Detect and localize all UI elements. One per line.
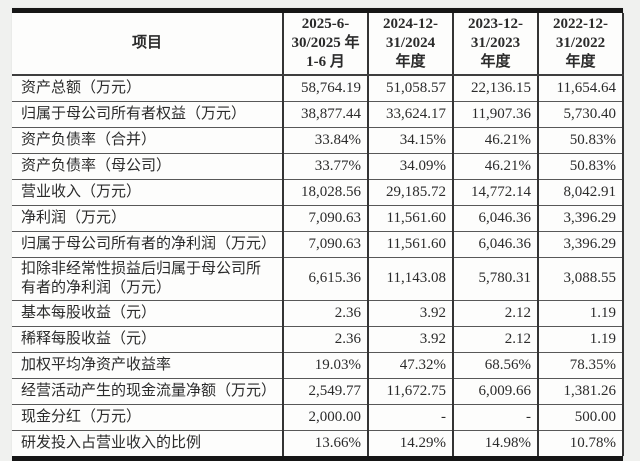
row-value: 3.92	[367, 300, 453, 327]
row-value: 78.35%	[537, 352, 624, 379]
row-value: 2.36	[282, 300, 368, 327]
row-value: 58,764.19	[282, 75, 368, 102]
row-value: -	[367, 404, 453, 431]
row-label: 营业收入（万元）	[12, 179, 283, 206]
row-value: 3,088.55	[537, 257, 624, 301]
row-value: 2.36	[282, 326, 368, 353]
table-row: 归属于母公司所有者的净利润（万元） 7,090.63 11,561.60 6,046.…	[12, 231, 624, 258]
row-label: 资产总额（万元）	[12, 75, 283, 102]
table-row: 基本每股收益（元） 2.36 3.92 2.12 1.19	[12, 300, 624, 327]
row-value: 14.98%	[452, 430, 538, 456]
row-value: 1.19	[537, 326, 624, 353]
row-value: 3,396.29	[537, 231, 624, 258]
row-label: 资产负债率（合并）	[12, 127, 283, 154]
row-value: 5,780.31	[452, 257, 538, 301]
row-value: 14.29%	[367, 430, 453, 456]
header-cell-period: 2023-12- 31/2023 年度	[452, 13, 538, 76]
row-value: 47.32%	[367, 352, 453, 379]
row-value: 50.83%	[537, 127, 624, 154]
row-label: 资产负债率（母公司）	[12, 153, 283, 180]
row-value: 11,561.60	[367, 205, 453, 232]
row-value: 68.56%	[452, 352, 538, 379]
row-value: 19.03%	[282, 352, 368, 379]
row-value: 6,046.36	[452, 231, 538, 258]
table-row: 资产负债率（母公司） 33.77% 34.09% 46.21% 50.83%	[12, 153, 624, 180]
table-row: 稀释每股收益（元） 2.36 3.92 2.12 1.19	[12, 326, 624, 353]
row-label: 稀释每股收益（元）	[12, 326, 283, 353]
row-value: 46.21%	[452, 127, 538, 154]
row-value: 18,028.56	[282, 179, 368, 206]
row-value: 22,136.15	[452, 75, 538, 102]
table-row: 现金分红（万元） 2,000.00- -500.00	[12, 404, 624, 431]
row-value: 1,381.26	[537, 378, 624, 405]
row-value: 33,624.17	[367, 101, 453, 128]
row-value: 8,042.91	[537, 179, 624, 206]
row-label: 现金分红（万元）	[12, 404, 283, 431]
row-value: 11,143.08	[367, 257, 453, 301]
row-value: 2,549.77	[282, 378, 368, 405]
row-value: 33.84%	[282, 127, 368, 154]
row-value: 38,877.44	[282, 101, 368, 128]
financial-summary-table-wrap: 项目 2025-6- 30/2025 年 1-6 月 2024-12- 31/2…	[12, 8, 624, 461]
row-value: 7,090.63	[282, 205, 368, 232]
row-value: 13.66%	[282, 430, 368, 456]
row-value: 6,615.36	[282, 257, 368, 301]
row-value: 6,009.66	[452, 378, 538, 405]
row-label: 归属于母公司所有者的净利润（万元）	[12, 231, 283, 258]
header-cell-period: 2025-6- 30/2025 年 1-6 月	[282, 13, 368, 76]
header-cell-item: 项目	[12, 13, 283, 76]
row-value: 11,654.64	[537, 75, 624, 102]
row-value: 11,672.75	[367, 378, 453, 405]
header-row: 项目 2025-6- 30/2025 年 1-6 月 2024-12- 31/2…	[12, 13, 624, 76]
row-label: 净利润（万元）	[12, 205, 283, 232]
row-value: 1.19	[537, 300, 624, 327]
table-row: 归属于母公司所有者权益（万元） 38,877.44 33,624.17 11,907.…	[12, 101, 624, 128]
row-value: 5,730.40	[537, 101, 624, 128]
row-value: 14,772.14	[452, 179, 538, 206]
financial-summary-table: 项目 2025-6- 30/2025 年 1-6 月 2024-12- 31/2…	[12, 13, 624, 456]
row-value: 46.21%	[452, 153, 538, 180]
row-value: 500.00	[537, 404, 624, 431]
row-value: 2.12	[452, 300, 538, 327]
row-value: 33.77%	[282, 153, 368, 180]
row-label: 经营活动产生的现金流量净额（万元）	[12, 378, 283, 405]
row-label: 扣除非经常性损益后归属于母公司所 有者的净利润（万元）	[12, 257, 283, 301]
header-cell-period: 2024-12- 31/2024 年度	[367, 13, 453, 76]
row-value: 51,058.57	[367, 75, 453, 102]
row-value: 2.12	[452, 326, 538, 353]
row-label: 归属于母公司所有者权益（万元）	[12, 101, 283, 128]
table-header: 项目 2025-6- 30/2025 年 1-6 月 2024-12- 31/2…	[12, 13, 624, 76]
table-row: 资产负债率（合并） 33.84% 34.15% 46.21% 50.83%	[12, 127, 624, 154]
row-value: 50.83%	[537, 153, 624, 180]
table-row: 营业收入（万元） 18,028.56 29,185.72 14,772.14 8,042…	[12, 179, 624, 206]
row-value: 10.78%	[537, 430, 624, 456]
row-value: 11,907.36	[452, 101, 538, 128]
table-row: 加权平均净资产收益率 19.03% 47.32% 68.56% 78.35%	[12, 352, 624, 379]
table-row: 扣除非经常性损益后归属于母公司所 有者的净利润（万元） 6,615.36 11,14…	[12, 257, 624, 301]
row-label: 基本每股收益（元）	[12, 300, 283, 327]
table-row: 研发投入占营业收入的比例 13.66% 14.29% 14.98% 10.78%	[12, 430, 624, 456]
header-cell-period: 2022-12- 31/2022 年度	[537, 13, 624, 76]
row-value: 3.92	[367, 326, 453, 353]
table-row: 净利润（万元） 7,090.63 11,561.60 6,046.36 3,396.29	[12, 205, 624, 232]
table-body: 资产总额（万元） 58,764.19 51,058.57 22,136.15 11,65…	[12, 75, 624, 456]
row-value: 34.09%	[367, 153, 453, 180]
row-value: 6,046.36	[452, 205, 538, 232]
row-value: 3,396.29	[537, 205, 624, 232]
row-value: 29,185.72	[367, 179, 453, 206]
row-value: -	[452, 404, 538, 431]
row-value: 11,561.60	[367, 231, 453, 258]
row-label: 加权平均净资产收益率	[12, 352, 283, 379]
row-value: 34.15%	[367, 127, 453, 154]
row-value: 7,090.63	[282, 231, 368, 258]
row-label: 研发投入占营业收入的比例	[21, 434, 202, 451]
table-row: 经营活动产生的现金流量净额（万元） 2,549.77 11,672.75 6,009.…	[12, 378, 624, 405]
row-value: 2,000.00	[282, 404, 368, 431]
table-row: 资产总额（万元） 58,764.19 51,058.57 22,136.15 11,65…	[12, 75, 624, 102]
